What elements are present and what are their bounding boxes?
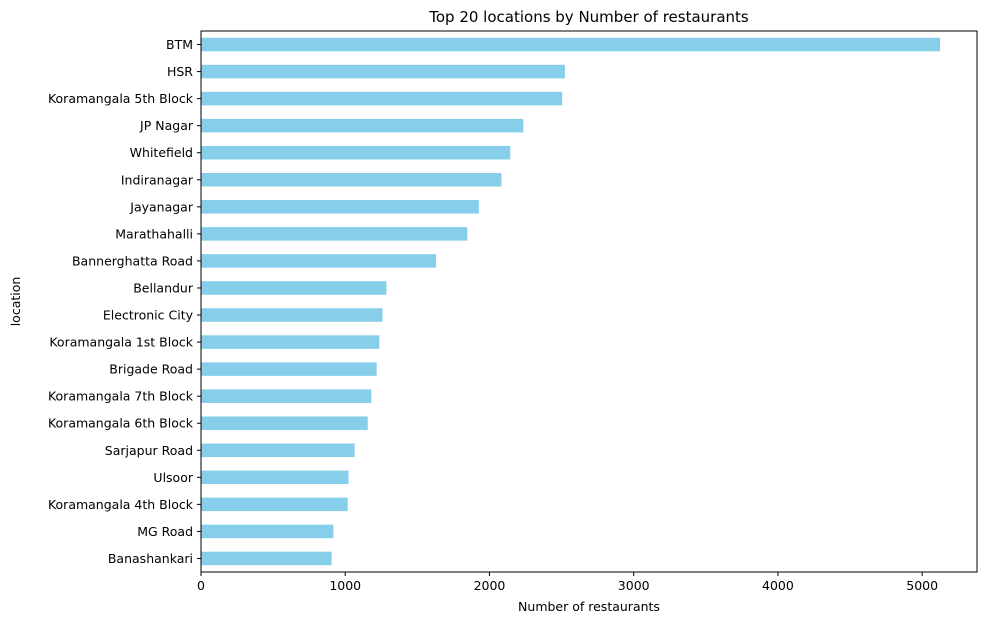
x-tick-label: 2000: [474, 578, 506, 593]
bar: [201, 308, 383, 322]
bar: [201, 91, 563, 106]
y-tick-label: JP Nagar: [139, 118, 194, 133]
bar: [201, 362, 377, 376]
y-tick-label: Ulsoor: [153, 470, 193, 485]
bar: [201, 200, 479, 214]
bar: [201, 64, 565, 79]
bar: [201, 443, 355, 458]
bar: [201, 551, 332, 566]
y-tick-label: Marathahalli: [115, 226, 193, 241]
bar: [201, 254, 437, 268]
chart-title: Top 20 locations by Number of restaurant…: [428, 8, 749, 26]
x-tick-label: 5000: [906, 578, 938, 593]
bar: [201, 145, 511, 160]
y-tick-label: Jayanagar: [129, 199, 194, 214]
bar: [201, 173, 502, 187]
bar: [201, 524, 334, 539]
plot-frame: [200, 30, 978, 573]
x-tick-label: 1000: [329, 578, 361, 593]
y-tick-label: Electronic City: [103, 308, 194, 323]
x-axis-label: Number of restaurants: [518, 599, 660, 614]
y-tick-label: MG Road: [137, 524, 193, 539]
bar: [201, 389, 372, 403]
bar: [201, 118, 524, 133]
y-tick-label: Brigade Road: [109, 362, 193, 377]
y-tick-label: HSR: [167, 64, 193, 79]
y-tick-label: Koramangala 4th Block: [48, 497, 194, 512]
bar: [201, 227, 468, 241]
x-tick-label: 3000: [618, 578, 650, 593]
bars-group: [201, 37, 941, 566]
y-tick-label: Koramangala 5th Block: [48, 91, 194, 106]
y-tick-label: Koramangala 1st Block: [49, 335, 193, 350]
y-tick-label: Banashankari: [108, 551, 193, 566]
x-axis-ticks: 0 1000 2000 3000 4000 5000: [197, 572, 938, 593]
bar: [201, 416, 368, 430]
y-tick-label: Koramangala 7th Block: [48, 389, 194, 404]
y-tick-label: Whitefield: [130, 145, 193, 160]
y-tick-label: Koramangala 6th Block: [48, 416, 194, 431]
y-axis-ticks: BTM HSR Koramangala 5th Block JP Nagar White…: [48, 37, 201, 566]
y-axis-label: location: [8, 277, 23, 327]
x-tick-label: 0: [197, 578, 205, 593]
bar: [201, 281, 387, 295]
y-tick-label: Bannerghatta Road: [72, 253, 193, 268]
x-tick-label: 4000: [762, 578, 794, 593]
bar: [201, 335, 380, 349]
y-tick-label: Bellandur: [133, 280, 194, 295]
bar: [201, 497, 348, 512]
y-tick-label: Sarjapur Road: [105, 443, 193, 458]
y-tick-label: BTM: [166, 37, 193, 52]
bar: [201, 37, 941, 52]
y-tick-label: Indiranagar: [121, 172, 194, 187]
bar: [201, 470, 349, 485]
